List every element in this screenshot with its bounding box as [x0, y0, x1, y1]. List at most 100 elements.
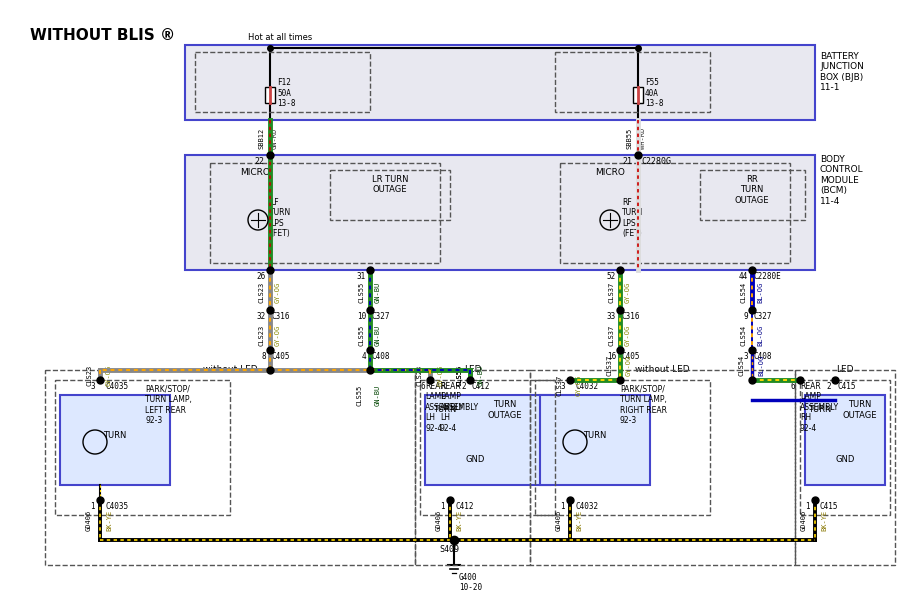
- Text: SBB55: SBB55: [627, 127, 633, 149]
- Text: BK-YE: BK-YE: [456, 509, 462, 531]
- Text: 2: 2: [826, 382, 831, 391]
- Bar: [420, 380, 555, 515]
- Text: REAR
LAMP
ASSEMBLY
LH
92-4: REAR LAMP ASSEMBLY LH 92-4: [425, 382, 464, 432]
- Text: 1: 1: [91, 502, 95, 511]
- Text: TURN: TURN: [433, 406, 457, 415]
- Text: BL-OG: BL-OG: [758, 354, 764, 376]
- Text: LF
TURN
LPS
(FET): LF TURN LPS (FET): [270, 198, 291, 238]
- Text: C316: C316: [622, 312, 640, 321]
- Text: PARK/STOP/
TURN LAMP,
RIGHT REAR
92-3: PARK/STOP/ TURN LAMP, RIGHT REAR 92-3: [620, 385, 667, 425]
- Text: GND: GND: [835, 456, 854, 464]
- Text: 1: 1: [560, 502, 565, 511]
- Text: without LED: without LED: [202, 365, 257, 374]
- Text: CLS23: CLS23: [259, 281, 265, 303]
- Text: F12
50A
13-8: F12 50A 13-8: [277, 78, 295, 108]
- Text: TURN: TURN: [104, 431, 127, 439]
- Text: GN-RD: GN-RD: [272, 127, 278, 149]
- Bar: [540, 395, 650, 485]
- Text: 2: 2: [572, 437, 578, 447]
- Text: GY-OG: GY-OG: [275, 281, 281, 303]
- Text: BL-OG: BL-OG: [757, 325, 763, 346]
- Bar: [425, 395, 550, 485]
- Bar: [633, 87, 643, 103]
- Text: GY-OG: GY-OG: [275, 325, 281, 346]
- Bar: [195, 52, 370, 112]
- Bar: [530, 370, 795, 565]
- Text: CLS23: CLS23: [259, 325, 265, 346]
- Text: CLS23: CLS23: [86, 364, 92, 386]
- Bar: [60, 395, 170, 485]
- Text: CLS54: CLS54: [738, 354, 744, 376]
- Text: GY-OG: GY-OG: [626, 354, 632, 376]
- Text: WITHOUT BLIS ®: WITHOUT BLIS ®: [30, 27, 175, 43]
- Text: C316: C316: [272, 312, 291, 321]
- Text: C412: C412: [472, 382, 490, 391]
- Text: MICRO: MICRO: [240, 168, 270, 177]
- Text: GY-OG: GY-OG: [438, 364, 444, 386]
- Bar: [805, 395, 885, 485]
- Text: GN-BU: GN-BU: [375, 281, 381, 303]
- Text: C408: C408: [372, 352, 390, 361]
- Text: 3: 3: [744, 352, 748, 361]
- Text: 16: 16: [607, 352, 616, 361]
- Text: 3: 3: [91, 382, 95, 391]
- Text: C4032: C4032: [575, 382, 598, 391]
- Text: C4035: C4035: [105, 382, 128, 391]
- Text: LED: LED: [464, 365, 481, 374]
- Text: CLS37: CLS37: [609, 281, 615, 303]
- Bar: [800, 380, 890, 515]
- Text: RR
TURN
OUTAGE: RR TURN OUTAGE: [735, 175, 769, 205]
- Text: CLS55: CLS55: [456, 364, 462, 386]
- Text: C412: C412: [455, 502, 473, 511]
- Text: 3: 3: [560, 382, 565, 391]
- Text: 33: 33: [607, 312, 616, 321]
- Text: GD406: GD406: [556, 509, 562, 531]
- Bar: [415, 370, 530, 565]
- Bar: [795, 370, 895, 565]
- Bar: [265, 87, 275, 103]
- Text: TURN: TURN: [808, 406, 832, 415]
- Text: TURN
OUTAGE: TURN OUTAGE: [843, 400, 877, 420]
- Text: GD406: GD406: [801, 509, 807, 531]
- Bar: [185, 45, 815, 120]
- Text: BL-OG: BL-OG: [757, 281, 763, 303]
- Text: PARK/STOP/
TURN LAMP,
LEFT REAR
92-3: PARK/STOP/ TURN LAMP, LEFT REAR 92-3: [145, 385, 192, 425]
- Text: CLS37: CLS37: [609, 325, 615, 346]
- Text: GN-BU: GN-BU: [478, 364, 484, 386]
- Text: CLS55: CLS55: [359, 325, 365, 346]
- Text: 4: 4: [361, 352, 366, 361]
- Text: BK-YE: BK-YE: [106, 509, 112, 531]
- Text: CLS23: CLS23: [416, 364, 422, 386]
- Text: C405: C405: [272, 352, 291, 361]
- Text: REAR
LAMP
ASSEMBLY
RH
92-4: REAR LAMP ASSEMBLY RH 92-4: [800, 382, 839, 432]
- Text: GY-OG: GY-OG: [106, 364, 112, 386]
- Text: 2: 2: [92, 437, 98, 447]
- Text: REAR
LAMP
ASSEMBLY
LH
92-4: REAR LAMP ASSEMBLY LH 92-4: [440, 382, 479, 432]
- Bar: [45, 370, 415, 565]
- Text: MICRO: MICRO: [595, 168, 625, 177]
- Text: TURN
OUTAGE: TURN OUTAGE: [488, 400, 522, 420]
- Bar: [535, 380, 710, 515]
- Bar: [55, 380, 230, 515]
- Text: GN-BU: GN-BU: [375, 325, 381, 346]
- Text: C4035: C4035: [105, 502, 128, 511]
- Text: GN-BU: GN-BU: [375, 384, 381, 406]
- Text: 32: 32: [257, 312, 266, 321]
- Bar: [560, 163, 790, 263]
- Circle shape: [83, 430, 107, 454]
- Text: 52: 52: [607, 272, 616, 281]
- Text: 1: 1: [805, 502, 810, 511]
- Text: 8: 8: [262, 352, 266, 361]
- Text: CLS37: CLS37: [556, 375, 562, 396]
- Text: G400
10-20: G400 10-20: [459, 573, 482, 592]
- Text: GND: GND: [465, 456, 485, 464]
- Text: CLS55: CLS55: [456, 364, 462, 386]
- Text: SBB12: SBB12: [259, 127, 265, 149]
- Bar: [555, 52, 710, 112]
- Text: 1: 1: [440, 502, 445, 511]
- Text: 10: 10: [357, 312, 366, 321]
- Text: C415: C415: [820, 502, 838, 511]
- Text: 21: 21: [622, 157, 632, 166]
- Text: BK-YE: BK-YE: [576, 509, 582, 531]
- Bar: [185, 155, 815, 270]
